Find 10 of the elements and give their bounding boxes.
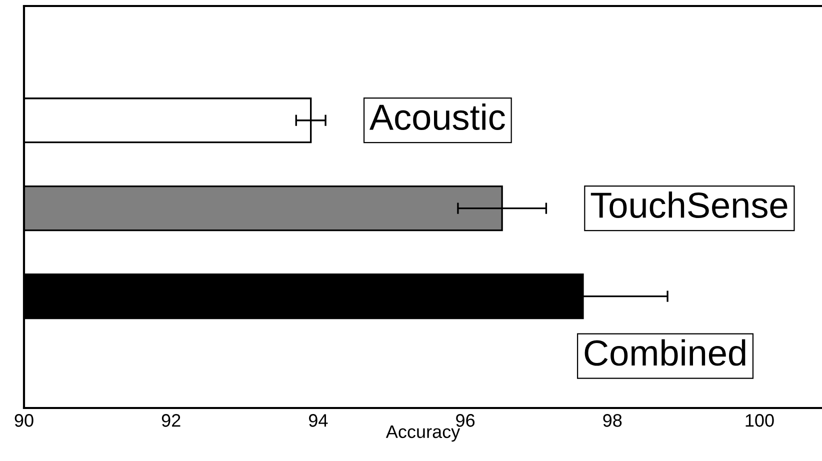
x-tick-label: 90: [14, 414, 34, 427]
x-tick-label: 100: [746, 414, 774, 427]
x-tick-label: 98: [603, 414, 622, 427]
x-tick-label: 96: [456, 414, 475, 427]
y-tick-label: Combined: [584, 339, 746, 366]
y-tick-label: TouchSense: [590, 191, 788, 218]
y-tick-label: Acoustic: [370, 104, 505, 130]
x-tick-label: 94: [309, 414, 328, 427]
x-axis-title: Accuracy: [386, 425, 460, 442]
x-tick-label: 92: [162, 414, 180, 427]
